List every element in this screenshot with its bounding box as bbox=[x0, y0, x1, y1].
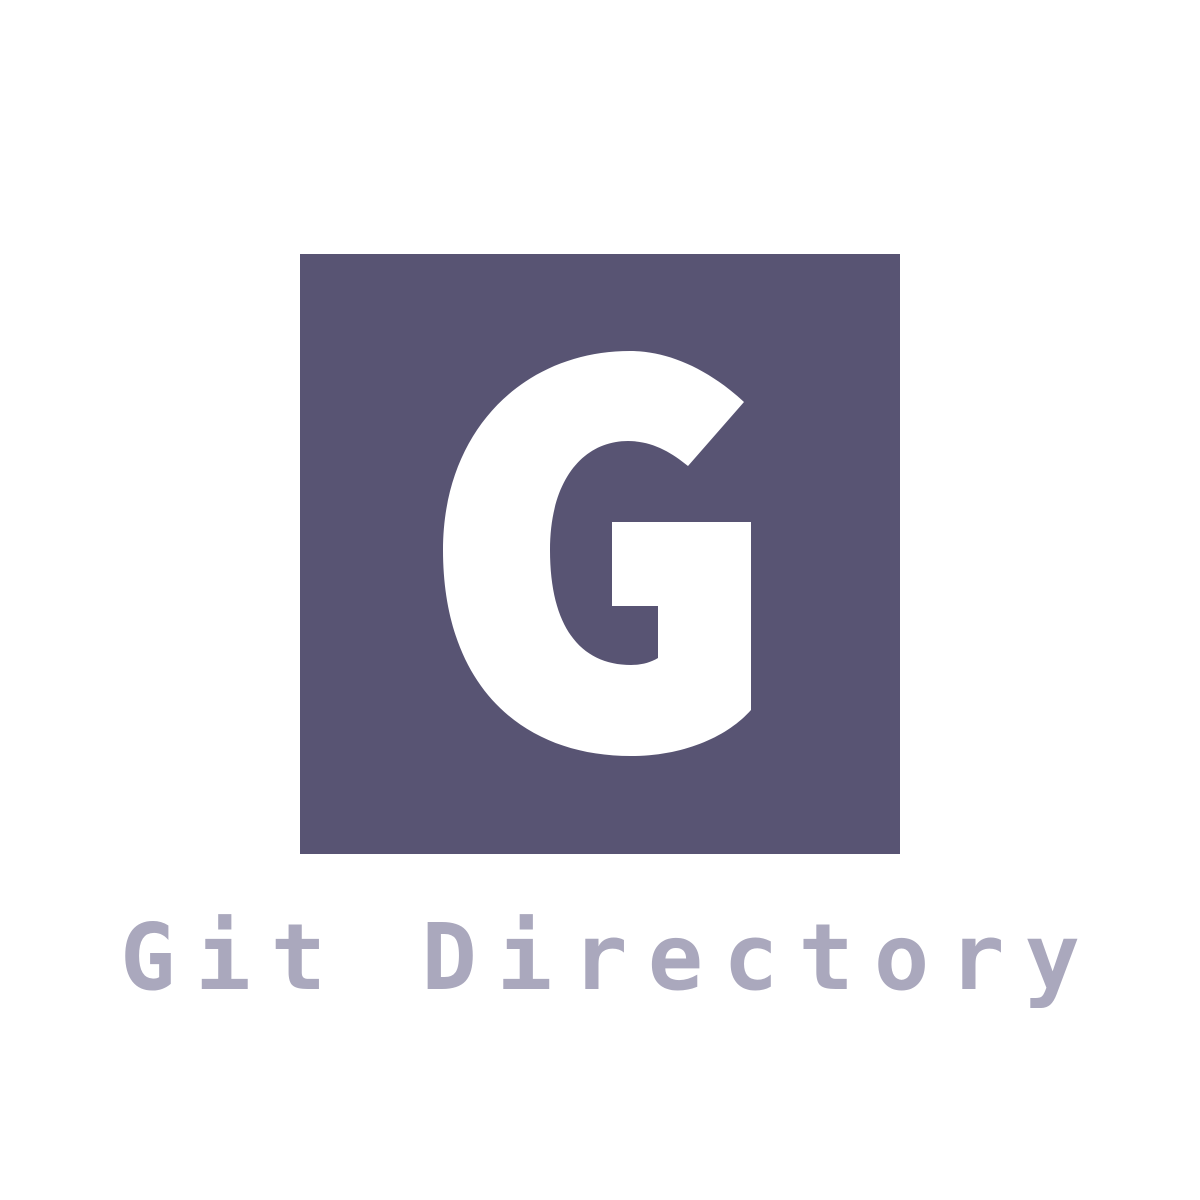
letter-g-icon bbox=[443, 351, 751, 756]
logo-mark bbox=[300, 254, 900, 854]
brand-name: Git Directory bbox=[119, 904, 1101, 1011]
